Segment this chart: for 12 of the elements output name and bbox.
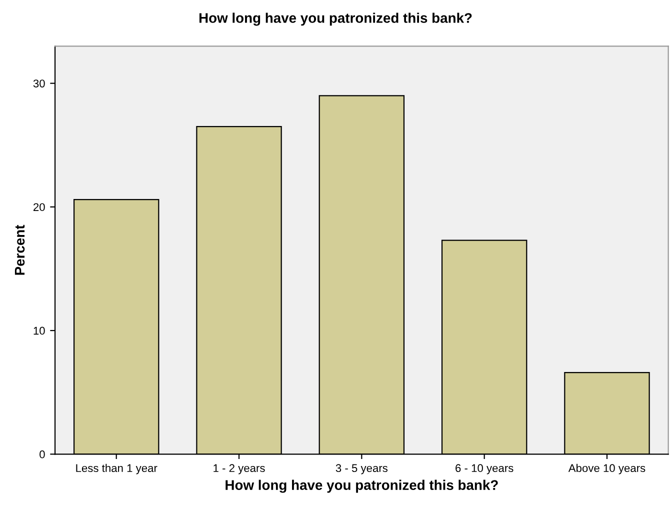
y-axis-title: Percent (14, 224, 25, 275)
x-tick-label: 6 - 10 years (456, 464, 514, 474)
y-tick-label: 10 (34, 326, 45, 335)
x-axis-title: How long have you patronized this bank? (226, 480, 498, 493)
y-tick-label: 0 (40, 450, 45, 458)
y-tick-label: 20 (34, 203, 45, 212)
x-tick-label: Above 10 years (568, 464, 646, 474)
x-tick-label: Less than 1 year (76, 464, 158, 474)
chart-title: How long have you patronized this bank? (199, 12, 472, 26)
x-tick-label: 3 - 5 years (336, 464, 388, 474)
x-tick-label: 1 - 2 years (214, 464, 265, 474)
y-tick-label: 30 (33, 80, 45, 88)
